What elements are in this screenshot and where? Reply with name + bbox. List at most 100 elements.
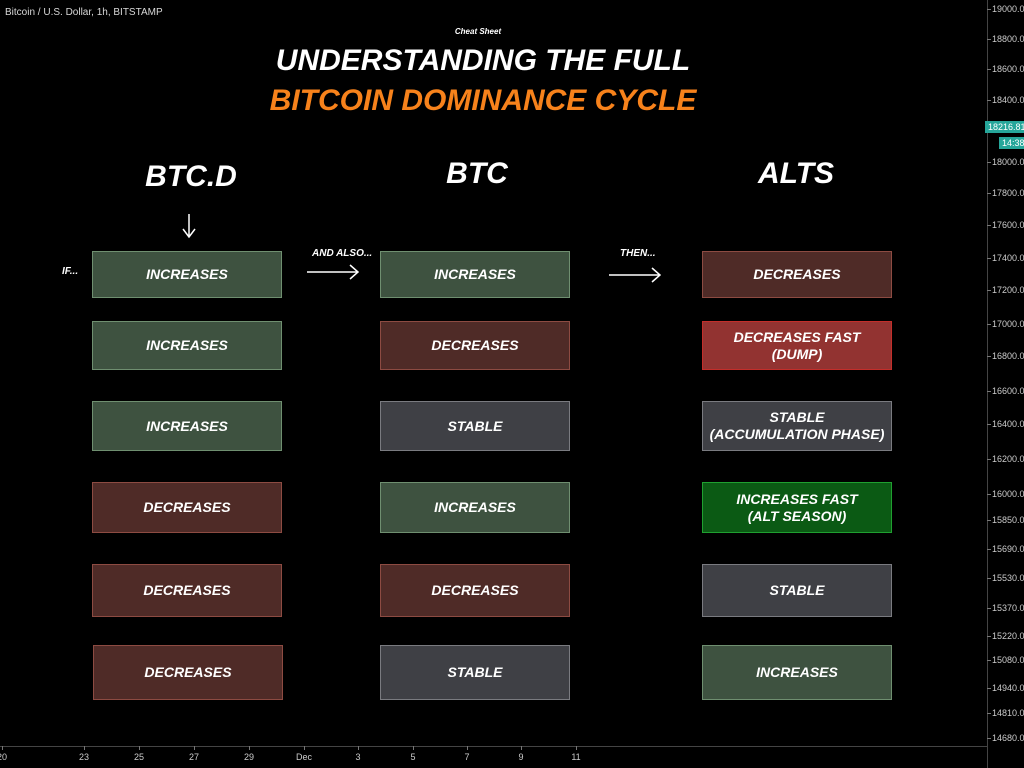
- cell-btc-row-1: INCREASES: [380, 251, 570, 298]
- cell-sublabel: (ACCUMULATION PHASE): [709, 426, 885, 442]
- cell-btcd-row-6: DECREASES: [93, 645, 283, 700]
- cell-text: DECREASES FAST (DUMP): [734, 329, 861, 363]
- cell-text: DECREASES: [144, 664, 231, 681]
- price-axis[interactable]: [987, 0, 988, 768]
- cell-label: INCREASES: [434, 499, 516, 515]
- cell-text: STABLE: [448, 418, 503, 435]
- price-label: 16800.00: [992, 351, 1024, 361]
- right-arrow-icon: [307, 264, 360, 280]
- price-label: 18800.00: [992, 34, 1024, 44]
- cell-label: DECREASES: [143, 499, 231, 515]
- cell-alts-row-4: INCREASES FAST (ALT SEASON): [702, 482, 892, 533]
- cell-alts-row-1: DECREASES: [702, 251, 892, 298]
- time-label: 25: [133, 752, 145, 762]
- price-label: 16400.00: [992, 419, 1024, 429]
- cell-label: STABLE: [769, 582, 825, 598]
- cell-btcd-row-1: INCREASES: [92, 251, 282, 298]
- then-label: THEN...: [620, 248, 656, 259]
- price-tick: [987, 688, 991, 689]
- price-label: 16200.00: [992, 454, 1024, 464]
- time-label: 3: [355, 752, 361, 762]
- time-tick: [304, 746, 305, 750]
- price-tick: [987, 459, 991, 460]
- down-arrow-icon: [182, 214, 196, 239]
- cell-btc-row-5: DECREASES: [380, 564, 570, 617]
- time-tick: [194, 746, 195, 750]
- time-tick: [467, 746, 468, 750]
- cell-label: DECREASES: [753, 266, 841, 282]
- cell-label: INCREASES: [146, 266, 228, 282]
- price-tick: [987, 738, 991, 739]
- cell-sublabel: (DUMP): [771, 345, 823, 362]
- time-tick: [84, 746, 85, 750]
- column-header-btcd: BTC.D: [145, 160, 237, 193]
- cell-alts-row-5: STABLE: [702, 564, 892, 617]
- cell-sublabel: (ALT SEASON): [747, 507, 847, 524]
- time-axis[interactable]: [0, 746, 987, 747]
- time-tick: [2, 746, 3, 750]
- cell-btc-row-4: INCREASES: [380, 482, 570, 533]
- price-label: 18600.00: [992, 64, 1024, 74]
- price-tick: [987, 608, 991, 609]
- time-tick: [521, 746, 522, 750]
- price-tick: [987, 162, 991, 163]
- cell-text: STABLE: [770, 582, 825, 599]
- time-tick: [576, 746, 577, 750]
- cell-text: DECREASES: [753, 266, 840, 283]
- price-label: 19000.00: [992, 4, 1024, 14]
- price-tick: [987, 549, 991, 550]
- time-label: 20: [0, 752, 8, 762]
- price-label: 14810.00: [992, 708, 1024, 718]
- price-label: 17800.00: [992, 188, 1024, 198]
- price-label: 17400.00: [992, 253, 1024, 263]
- cell-text: INCREASES: [146, 337, 228, 354]
- cell-label: INCREASES: [146, 337, 228, 353]
- if-label: IF...: [62, 266, 79, 277]
- time-label: 27: [188, 752, 200, 762]
- time-tick: [413, 746, 414, 750]
- price-tick: [987, 713, 991, 714]
- cell-text: DECREASES: [143, 582, 230, 599]
- cell-text: STABLE (ACCUMULATION PHASE): [710, 409, 885, 443]
- cell-text: INCREASES: [146, 266, 228, 283]
- cell-alts-row-2: DECREASES FAST (DUMP): [702, 321, 892, 370]
- cell-text: DECREASES: [431, 582, 518, 599]
- price-tick: [987, 225, 991, 226]
- cell-label: DECREASES: [431, 337, 519, 353]
- price-tick: [987, 356, 991, 357]
- cell-alts-row-3: STABLE (ACCUMULATION PHASE): [702, 401, 892, 451]
- cell-btc-row-3: STABLE: [380, 401, 570, 451]
- cell-btcd-row-2: INCREASES: [92, 321, 282, 370]
- right-arrow-icon: [609, 267, 662, 283]
- price-tick: [987, 9, 991, 10]
- cell-text: DECREASES: [143, 499, 230, 516]
- cell-alts-row-6: INCREASES: [702, 645, 892, 700]
- price-label: 15690.00: [992, 544, 1024, 554]
- cell-label: INCREASES: [146, 417, 228, 434]
- title-line-1: UNDERSTANDING THE FULL: [275, 44, 691, 77]
- price-label: 18000.00: [992, 157, 1024, 167]
- price-label: 16600.00: [992, 386, 1024, 396]
- cell-label: STABLE: [447, 417, 503, 434]
- price-label: 17000.00: [992, 319, 1024, 329]
- candle-countdown-badge: 14:38: [999, 137, 1024, 149]
- cell-btcd-row-5: DECREASES: [92, 564, 282, 617]
- price-label: 14940.00: [992, 683, 1024, 693]
- cell-btcd-row-3: INCREASES: [92, 401, 282, 451]
- price-tick: [987, 520, 991, 521]
- cell-label: DECREASES: [143, 582, 231, 598]
- price-tick: [987, 424, 991, 425]
- time-tick: [249, 746, 250, 750]
- cell-text: STABLE: [448, 664, 503, 681]
- time-label: 29: [243, 752, 255, 762]
- cell-btc-row-2: DECREASES: [380, 321, 570, 370]
- cell-btc-row-6: STABLE: [380, 645, 570, 700]
- price-tick: [987, 391, 991, 392]
- cell-text: INCREASES: [434, 499, 516, 516]
- chart-symbol-title: Bitcoin / U.S. Dollar, 1h, BITSTAMP: [5, 7, 163, 18]
- cell-text: DECREASES: [431, 337, 518, 354]
- cell-text: INCREASES: [756, 664, 838, 681]
- current-price-badge: 18216.81: [985, 121, 1024, 133]
- cell-label: INCREASES: [434, 266, 516, 282]
- price-tick: [987, 290, 991, 291]
